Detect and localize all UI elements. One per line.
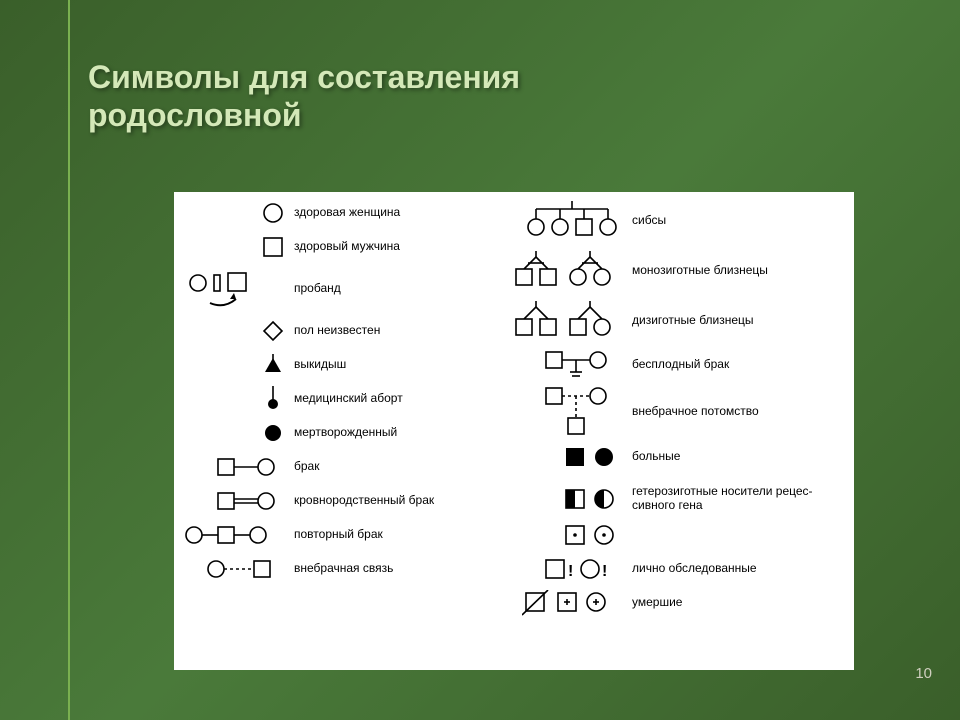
legend-row: пробанд: [174, 266, 494, 312]
legend-label: повторный брак: [294, 528, 383, 542]
title-line-2: родословной: [88, 97, 302, 133]
proband-icon: [174, 269, 294, 309]
legend-row: внебрачная связь: [174, 554, 494, 584]
marriage-icon: [174, 455, 294, 479]
legend-label: умершие: [632, 596, 682, 610]
accent-line: [68, 0, 70, 720]
svg-text:!: !: [602, 563, 607, 580]
legend-label: пол неизвестен: [294, 324, 380, 338]
examined-icon: ! !: [512, 557, 632, 581]
legend-row: медицинский аборт: [174, 384, 494, 414]
legend-row: пол неизвестен: [174, 316, 494, 346]
deceased-icon: [512, 590, 632, 616]
extramarital-icon: [174, 557, 294, 581]
sex-unknown-icon: [174, 320, 294, 342]
legend-row: умершие: [512, 588, 852, 618]
legend-label: лично обследованные: [632, 562, 757, 576]
legend-panel: здоровая женщина здоровый мужчина пробан…: [174, 192, 854, 670]
carrier-icon: [512, 487, 632, 511]
abortion-icon: [174, 386, 294, 412]
legend-label: выкидыш: [294, 358, 346, 372]
remarriage-icon: [174, 523, 294, 547]
legend-row: [512, 520, 852, 550]
legend-row: кровнородственный брак: [174, 486, 494, 516]
legend-row: гетерозиготные носители рецес- сивного г…: [512, 476, 852, 522]
legend-row: сибсы: [512, 198, 852, 244]
sibs-icon: [512, 199, 632, 243]
legend-row: здоровая женщина: [174, 198, 494, 228]
legend-label: брак: [294, 460, 319, 474]
affected-icon: [512, 445, 632, 469]
legend-label: монозиготные близнецы: [632, 264, 768, 278]
legend-label: больные: [632, 450, 680, 464]
dizygotic-twins-icon: [512, 299, 632, 343]
legend-label: внебрачное потомство: [632, 405, 759, 419]
legend-label: мертворожденный: [294, 426, 397, 440]
legend-row: мертворожденный: [174, 418, 494, 448]
legend-row: повторный брак: [174, 520, 494, 550]
legend-label: здоровая женщина: [294, 206, 400, 220]
miscarriage-icon: [174, 354, 294, 376]
legend-column-left: здоровая женщина здоровый мужчина пробан…: [174, 198, 494, 588]
legend-row: внебрачное потомство: [512, 386, 852, 438]
healthy-female-icon: [174, 202, 294, 224]
legend-row: дизиготные близнецы: [512, 298, 852, 344]
legend-label: здоровый мужчина: [294, 240, 400, 254]
legend-row: выкидыш: [174, 350, 494, 380]
dot-carrier-icon: [512, 523, 632, 547]
slide-title: Символы для составления родословной: [88, 58, 520, 135]
legend-row: здоровый мужчина: [174, 232, 494, 262]
legend-row: брак: [174, 452, 494, 482]
legend-label: медицинский аборт: [294, 392, 403, 406]
legend-row: ! ! лично обследованные: [512, 554, 852, 584]
infertile-marriage-icon: [512, 348, 632, 382]
legend-row: больные: [512, 442, 852, 472]
legend-column-right: сибсы монозиготные: [512, 198, 852, 622]
healthy-male-icon: [174, 236, 294, 258]
page-number: 10: [915, 665, 932, 682]
svg-text:!: !: [568, 563, 573, 580]
consanguineous-icon: [174, 489, 294, 513]
monozygotic-twins-icon: [512, 249, 632, 293]
legend-label: внебрачная связь: [294, 562, 393, 576]
legend-label: сибсы: [632, 214, 666, 228]
extramarital-offspring-icon: [512, 386, 632, 438]
legend-label: пробанд: [294, 282, 341, 296]
legend-label: гетерозиготные носители рецес- сивного г…: [632, 485, 852, 513]
legend-row: монозиготные близнецы: [512, 248, 852, 294]
legend-label: дизиготные близнецы: [632, 314, 754, 328]
stillborn-icon: [174, 422, 294, 444]
legend-label: бесплодный брак: [632, 358, 729, 372]
legend-label: кровнородственный брак: [294, 494, 434, 508]
title-line-1: Символы для составления: [88, 59, 520, 95]
legend-row: бесплодный брак: [512, 348, 852, 382]
